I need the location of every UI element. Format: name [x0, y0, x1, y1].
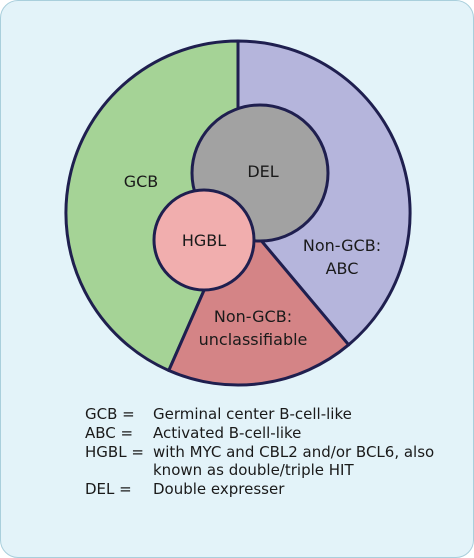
legend-row: GCB = Germinal center B-cell-like — [85, 405, 465, 423]
legend-term: ABC = — [85, 424, 134, 442]
legend-definition: with MYC and CBL2 and/or BCL6, also know… — [153, 443, 435, 479]
legend-term: HGBL = — [85, 443, 144, 461]
legend-term: DEL = — [85, 480, 132, 498]
legend-definition: Double expresser — [153, 480, 285, 498]
non-gcb-unclassifiable-label-line1: Non-GCB: — [214, 307, 292, 326]
legend-row: HGBL = with MYC and CBL2 and/or BCL6, al… — [85, 443, 465, 479]
legend-row: ABC = Activated B-cell-like — [85, 424, 465, 442]
legend-row: DEL = Double expresser — [85, 480, 465, 498]
non-gcb-unclassifiable-segment — [167, 211, 351, 387]
legend: GCB = Germinal center B-cell-like ABC = … — [85, 405, 465, 499]
legend-definition: Activated B-cell-like — [153, 424, 302, 442]
dlbcl-subtype-diagram: GCB Non-GCB: ABC Non-GCB: unclassifiable… — [64, 39, 412, 387]
non-gcb-abc-label-line2: ABC — [326, 259, 359, 278]
legend-definition: Germinal center B-cell-like — [153, 405, 352, 423]
legend-term: GCB = — [85, 405, 135, 423]
del-label: DEL — [247, 162, 278, 181]
gcb-label: GCB — [124, 172, 159, 191]
non-gcb-unclassifiable-label-line2: unclassifiable — [199, 330, 308, 349]
non-gcb-abc-label-line1: Non-GCB: — [303, 236, 381, 255]
hgbl-circle — [152, 188, 256, 292]
hgbl-label: HGBL — [182, 231, 226, 250]
